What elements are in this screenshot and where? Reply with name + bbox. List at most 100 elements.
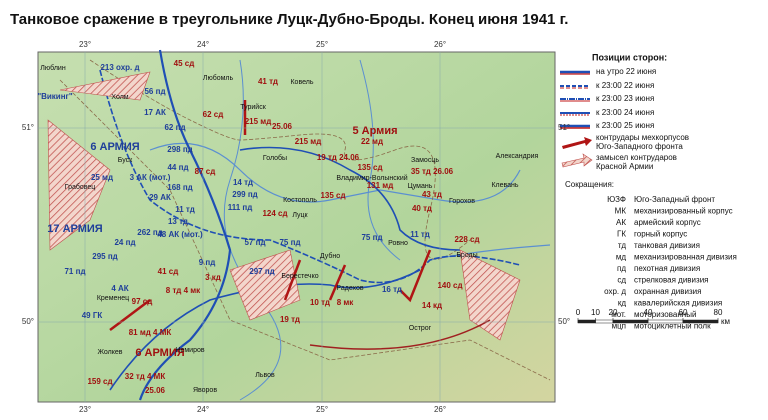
unit-label: 81 мд 4 МК bbox=[129, 328, 172, 337]
unit-label: 62 сд bbox=[203, 110, 224, 119]
scale-label: 0 bbox=[576, 308, 581, 317]
unit-label: 71 пд bbox=[64, 267, 85, 276]
unit-label: 25.06 bbox=[145, 386, 166, 395]
unit-label: 8 тд 4 мк bbox=[166, 286, 201, 295]
unit-label: 56 пд bbox=[144, 87, 165, 96]
abbr-code: пд bbox=[617, 264, 626, 273]
longitude-label: 25° bbox=[316, 405, 328, 414]
abbr-text: механизированная дивизия bbox=[634, 253, 737, 262]
scale-label: 10 bbox=[591, 308, 600, 317]
abbr-code: МК bbox=[615, 207, 627, 216]
city-label: Львов bbox=[255, 372, 275, 379]
unit-label: 25.06 bbox=[272, 122, 293, 131]
legend-heading: Позиции сторон: bbox=[592, 52, 667, 62]
unit-label: 9 пд bbox=[199, 258, 216, 267]
graticule-lines bbox=[38, 52, 555, 402]
unit-label: 97 сд bbox=[132, 297, 153, 306]
unit-label: 295 пд bbox=[92, 252, 117, 261]
longitude-label: 23° bbox=[79, 405, 91, 414]
city-label: Кременец bbox=[97, 295, 129, 302]
city-label: Замосць bbox=[411, 157, 439, 164]
latitude-label: 50° bbox=[22, 317, 34, 326]
unit-label: 41 тд bbox=[258, 77, 278, 86]
legend-item: на утро 22 июня bbox=[596, 67, 656, 76]
abbr-text: Юго-Западный фронт bbox=[634, 195, 715, 204]
scale-unit: км bbox=[721, 317, 730, 326]
unit-label: 213 охр. д bbox=[100, 63, 139, 72]
unit-label: 3 кд bbox=[205, 273, 221, 282]
unit-label: 35 тд 26.06 bbox=[411, 167, 454, 176]
unit-label: 135 сд bbox=[357, 163, 382, 172]
city-label: Немиров bbox=[175, 347, 204, 354]
city-label: Яворов bbox=[193, 387, 217, 394]
city-label: Горохов bbox=[449, 198, 475, 205]
scale-label: 60 bbox=[679, 308, 688, 317]
unit-label: 40 тд bbox=[412, 204, 432, 213]
abbr-code: мд bbox=[616, 253, 627, 262]
unit-label: 29 АК bbox=[149, 193, 171, 202]
longitude-label: 26° bbox=[434, 40, 446, 49]
abbr-code: ГК bbox=[617, 230, 626, 239]
map-frame bbox=[37, 51, 556, 403]
abbr-code: кд bbox=[618, 299, 627, 308]
unit-label: 87 сд bbox=[195, 167, 216, 176]
city-label: Буск bbox=[118, 157, 133, 164]
legend-item: к 23:00 23 июня bbox=[596, 94, 654, 103]
unit-label: 11 тд bbox=[175, 205, 195, 214]
unit-label: 215 мд bbox=[245, 117, 272, 126]
abbr-code: охр. д bbox=[604, 287, 626, 296]
abbr-text: механизированный корпус bbox=[634, 207, 733, 216]
unit-label: 17 АК bbox=[144, 108, 166, 117]
unit-label: 298 пд bbox=[167, 145, 192, 154]
unit-label: 3 АК (мот.) bbox=[130, 173, 171, 182]
unit-label: 215 мд bbox=[295, 137, 322, 146]
unit-label: 16 тд bbox=[382, 285, 402, 294]
unit-label: 297 пд bbox=[249, 267, 274, 276]
abbr-text: горный корпус bbox=[634, 230, 687, 239]
abbr-code: АК bbox=[616, 218, 626, 227]
scale-label: 20 bbox=[609, 308, 618, 317]
city-label: Любомль bbox=[203, 74, 234, 82]
abbr-code: тд bbox=[618, 241, 626, 250]
title: Танковое сражение в треугольнике Луцк-Ду… bbox=[10, 11, 568, 28]
unit-label: 48 АК (мот.) bbox=[157, 230, 203, 239]
abbr-code: мот. bbox=[611, 310, 626, 319]
city-label: Берестечко bbox=[281, 273, 318, 280]
city-label: Жолкев bbox=[98, 349, 123, 356]
legend-item: к 23:00 22 июня bbox=[596, 81, 654, 90]
abbr-text: кавалерийская дивизия bbox=[634, 299, 722, 308]
longitude-label: 25° bbox=[316, 40, 328, 49]
abbr-text: моторизованный bbox=[634, 310, 696, 319]
unit-label: 228 сд bbox=[454, 235, 479, 244]
legend-symbols bbox=[560, 70, 593, 168]
city-label: Грабовец bbox=[65, 183, 96, 191]
city-label: Броды bbox=[456, 252, 477, 259]
unit-label: 5 Армия bbox=[352, 125, 397, 137]
unit-label: 262 пд bbox=[137, 228, 162, 237]
abbr-text: мотоциклетный полк bbox=[634, 322, 711, 331]
city-label: Дубно bbox=[320, 252, 340, 260]
unit-label: 32 тд 4 МК bbox=[125, 372, 166, 381]
unit-label: 57 пд bbox=[244, 238, 265, 247]
unit-label: 45 сд bbox=[174, 59, 195, 68]
unit-label: 41 сд bbox=[158, 267, 179, 276]
unit-label: 168 пд bbox=[167, 183, 192, 192]
legend-item: контрудары мехкорпусов bbox=[596, 133, 689, 142]
unit-label: 44 пд bbox=[167, 163, 188, 172]
unit-label: 19 тд 24.06 bbox=[317, 153, 360, 162]
legend-item: Юго-Западного фронта bbox=[596, 142, 683, 151]
abbr-text: армейский корпус bbox=[634, 218, 701, 227]
scale-segment bbox=[647, 319, 684, 324]
unit-label: 75 пд bbox=[279, 238, 300, 247]
longitude-label: 24° bbox=[197, 405, 209, 414]
city-label: Холм bbox=[111, 94, 128, 101]
scale-label: 40 bbox=[644, 308, 653, 317]
unit-label: 19 тд bbox=[280, 315, 300, 324]
legend-item: к 23:00 24 июня bbox=[596, 108, 654, 117]
unit-label: 4 АК bbox=[111, 284, 128, 293]
abbr-text: охранная дивизия bbox=[634, 287, 701, 296]
longitude-label: 24° bbox=[197, 40, 209, 49]
unit-label: 159 сд bbox=[87, 377, 112, 386]
city-label: Александрия bbox=[496, 153, 539, 160]
